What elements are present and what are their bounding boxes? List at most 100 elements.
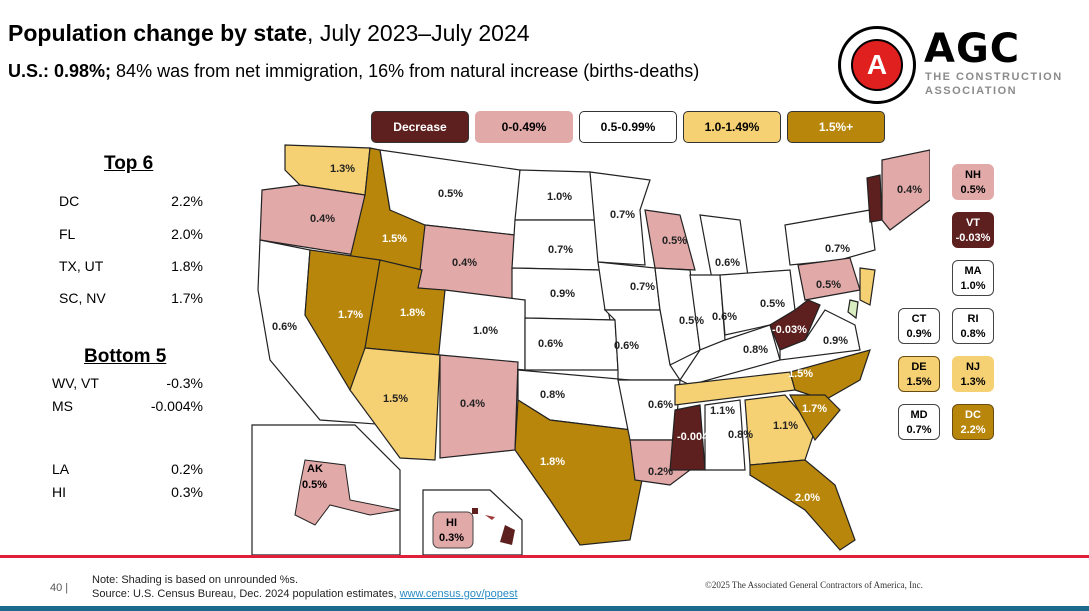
box-abbr: MD (910, 409, 928, 421)
logo-line-2: ASSOCIATION (925, 85, 1018, 97)
alaska-inset (251, 424, 401, 556)
us-map: 1.3% 0.4% 1.5% 0.5% 1.0% 0.7% 0.4% 0.7% 0.5% 0.6%… (251, 144, 930, 556)
box-abbr: DC (965, 409, 981, 421)
state-il (654, 267, 701, 366)
legend-item: Decrease (371, 111, 469, 143)
state-label-ms: -0.004% (677, 431, 718, 443)
box-abbr: VT (965, 217, 981, 229)
divider-red (0, 555, 1089, 558)
state-label-ar: 0.6% (648, 399, 673, 411)
state-label-pa: 0.5% (816, 279, 841, 291)
census-link[interactable]: www.census.gov/popest (399, 588, 518, 600)
top-row-value: 1.7% (171, 290, 203, 306)
state-label-ut: 1.8% (400, 307, 425, 319)
copyright: ©2025 The Associated General Contractors… (705, 580, 923, 590)
bottom-row-value: -0.004% (150, 398, 203, 414)
state-label-mn: 0.7% (610, 209, 635, 221)
legend-item: 1.5%+ (787, 111, 885, 143)
subtitle-rest: 84% was from net immigration, 16% from n… (111, 61, 700, 81)
state-label-ia: 0.7% (630, 281, 655, 293)
box-value: 1.0% (960, 280, 986, 292)
state-label-ga: 1.1% (773, 420, 798, 432)
bottom-row-state: WV, VT (52, 375, 99, 391)
logo-letters: AGC (924, 26, 1021, 72)
state-ny (784, 209, 876, 266)
state-label-nv: 1.7% (338, 309, 363, 321)
agc-logo: A AGC THE CONSTRUCTION ASSOCIATION (838, 26, 1078, 104)
logo-tagline: THE CONSTRUCTION ASSOCIATION (925, 70, 1063, 98)
source-text: Source: U.S. Census Bureau, Dec. 2024 po… (92, 588, 400, 600)
state-label-or: 0.4% (310, 213, 335, 225)
ak-abbr: AK (307, 463, 323, 475)
bottom-row-value: 0.3% (171, 484, 203, 500)
state-label-wi: 0.5% (662, 235, 687, 247)
bottom-row-state: LA (52, 461, 70, 477)
box-abbr: CT (911, 313, 927, 325)
state-az (349, 347, 441, 461)
bottom-row-value: 0.2% (171, 461, 203, 477)
state-label-il: 0.5% (679, 315, 704, 327)
state-hi (500, 525, 515, 545)
state-label-nm: 0.4% (460, 398, 485, 410)
state-fl (749, 459, 856, 551)
bottom-heading: Bottom 5 (84, 346, 167, 367)
box-value: 0.9% (906, 328, 932, 340)
top-row-value: 1.8% (171, 258, 203, 274)
title-bold: Population change by state (8, 20, 308, 46)
top-heading: Top 6 (104, 153, 154, 174)
state-label-va: 0.9% (823, 335, 848, 347)
state-label-tn: 1.1% (710, 405, 735, 417)
state-label-tx: 1.8% (540, 456, 565, 468)
state-label-ks: 0.6% (538, 338, 563, 350)
logo-emblem-letter: A (851, 39, 903, 91)
state-box-vt: VT -0.03% (952, 212, 994, 248)
state-label-fl: 2.0% (795, 492, 820, 504)
state-label-wa: 1.3% (330, 163, 355, 175)
state-label-wy: 0.4% (452, 257, 477, 269)
hi-abbr: HI (446, 517, 457, 529)
footer-source: Source: U.S. Census Bureau, Dec. 2024 po… (92, 588, 518, 600)
ak-label: AK 0.5% (302, 463, 327, 491)
page-title: Population change by state, July 2023–Ju… (8, 20, 530, 47)
top-row-value: 2.2% (171, 193, 203, 209)
footer-note: Note: Shading is based on unrounded %s. (92, 574, 299, 586)
state-label-ny: 0.7% (825, 243, 850, 255)
state-label-ca: 0.6% (272, 321, 297, 333)
state-box-de: DE 1.5% (898, 356, 940, 392)
state-label-mt: 0.5% (438, 188, 463, 200)
ak-value: 0.5% (302, 479, 327, 491)
legend-item: 1.0-1.49% (683, 111, 781, 143)
state-sc (788, 394, 841, 442)
top-row-value: 2.0% (171, 226, 203, 242)
state-wi (644, 209, 696, 271)
state-label-co: 1.0% (473, 325, 498, 337)
state-label-oh: 0.5% (760, 298, 785, 310)
box-value: 1.3% (960, 376, 986, 388)
box-value: 0.7% (906, 424, 932, 436)
box-abbr: NH (965, 169, 981, 181)
top-row-state: DC (59, 193, 80, 209)
box-abbr: RI (967, 313, 979, 325)
logo-emblem: A (838, 26, 916, 104)
state-label-ok: 0.8% (540, 389, 565, 401)
top-row-state: SC, NV (59, 290, 106, 306)
state-label-in: 0.6% (712, 311, 737, 323)
state-ak (294, 459, 401, 526)
logo-line-1: THE CONSTRUCTION (925, 71, 1063, 83)
state-al (704, 399, 746, 471)
subtitle-bold: U.S.: 0.98%; (8, 61, 112, 81)
state-box-dc: DC 2.2% (952, 404, 994, 440)
bottom-row-value: -0.3% (166, 375, 203, 391)
hi-value: 0.3% (439, 532, 464, 544)
box-abbr: NJ (965, 361, 981, 373)
state-label-ky: 0.8% (743, 344, 768, 356)
box-value: -0.03% (955, 232, 991, 244)
divider-blue (0, 606, 1089, 611)
state-label-nd: 1.0% (547, 191, 572, 203)
hi-label-box: HI 0.3% (432, 511, 474, 549)
state-label-al: 0.8% (728, 429, 753, 441)
state-box-nj: NJ 1.3% (952, 356, 994, 392)
state-tx (514, 398, 643, 546)
box-value: 0.8% (960, 328, 986, 340)
map-legend: Decrease 0-0.49% 0.5-0.99% 1.0-1.49% 1.5%+ (371, 111, 885, 143)
